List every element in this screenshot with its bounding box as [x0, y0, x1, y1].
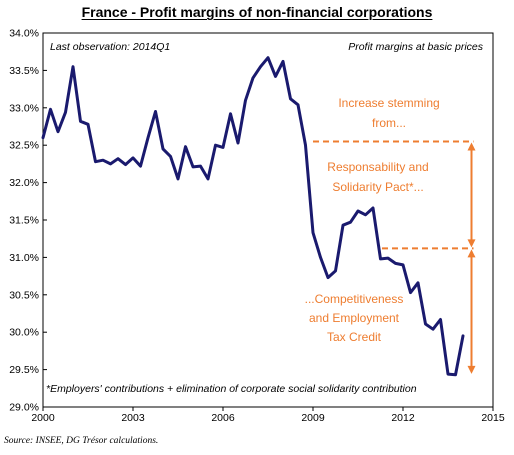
source-note: Source: INSEE, DG Trésor calculations.: [4, 436, 159, 446]
y-tick-label: 29.5%: [9, 364, 39, 376]
profit-margin-line: [41, 56, 465, 377]
y-tick-label: 31.5%: [9, 215, 39, 227]
y-tick-label: 33.0%: [9, 102, 39, 114]
x-tick-label: 2003: [121, 412, 145, 424]
annotation-text-top: from...: [372, 116, 406, 130]
y-tick-label: 32.5%: [9, 140, 39, 152]
y-axis-tick-labels: 29.0% 29.5% 30.0% 30.5% 31.0% 31.5% 32.0% 32.5%…: [9, 28, 39, 414]
annotation-text-top: Increase stemming: [338, 96, 439, 110]
arrow-head-up: [467, 249, 476, 258]
y-tick-label: 30.5%: [9, 289, 39, 301]
chart-title: France - Profit margins of non-financial…: [81, 4, 433, 20]
annotation-text-mid: Responsability and: [327, 160, 428, 174]
y-tick-label: 33.5%: [9, 65, 39, 77]
x-tick-label: 2015: [481, 412, 505, 424]
axis-tick-marks: [42, 32, 494, 411]
y-tick-label: 31.0%: [9, 252, 39, 264]
arrow-head-down: [467, 239, 476, 248]
series-layer: [41, 56, 465, 377]
annotation-layer: Increase stemming from... Responsability a…: [305, 96, 476, 374]
x-tick-label: 2006: [211, 412, 235, 424]
y-tick-label: 34.0%: [9, 28, 39, 40]
y-tick-label: 30.0%: [9, 327, 39, 339]
double-arrow-upper: [467, 142, 476, 248]
annotation-text-mid: Solidarity Pact*...: [332, 180, 423, 194]
chart-subtitle: Profit margins at basic prices: [348, 41, 484, 53]
annotation-text-bottom: ...Competitiveness: [305, 292, 404, 306]
y-tick-label: 29.0%: [9, 402, 39, 414]
y-tick-label: 32.0%: [9, 177, 39, 189]
annotation-text-bottom: Tax Credit: [327, 330, 382, 344]
arrow-head-up: [467, 142, 476, 151]
chart-footnote: *Employers' contributions + elimination …: [46, 383, 417, 395]
x-tick-label: 2012: [391, 412, 415, 424]
last-observation-note: Last observation: 2014Q1: [50, 41, 170, 53]
arrow-head-down: [467, 365, 476, 374]
double-arrow-lower: [467, 249, 476, 374]
annotation-text-bottom: and Employment: [309, 311, 400, 325]
x-tick-label: 2000: [31, 412, 55, 424]
x-axis-tick-labels: 2000 2003 2006 2009 2012 2015: [31, 412, 505, 424]
x-tick-label: 2009: [301, 412, 325, 424]
plot-area-frame: [42, 32, 494, 408]
